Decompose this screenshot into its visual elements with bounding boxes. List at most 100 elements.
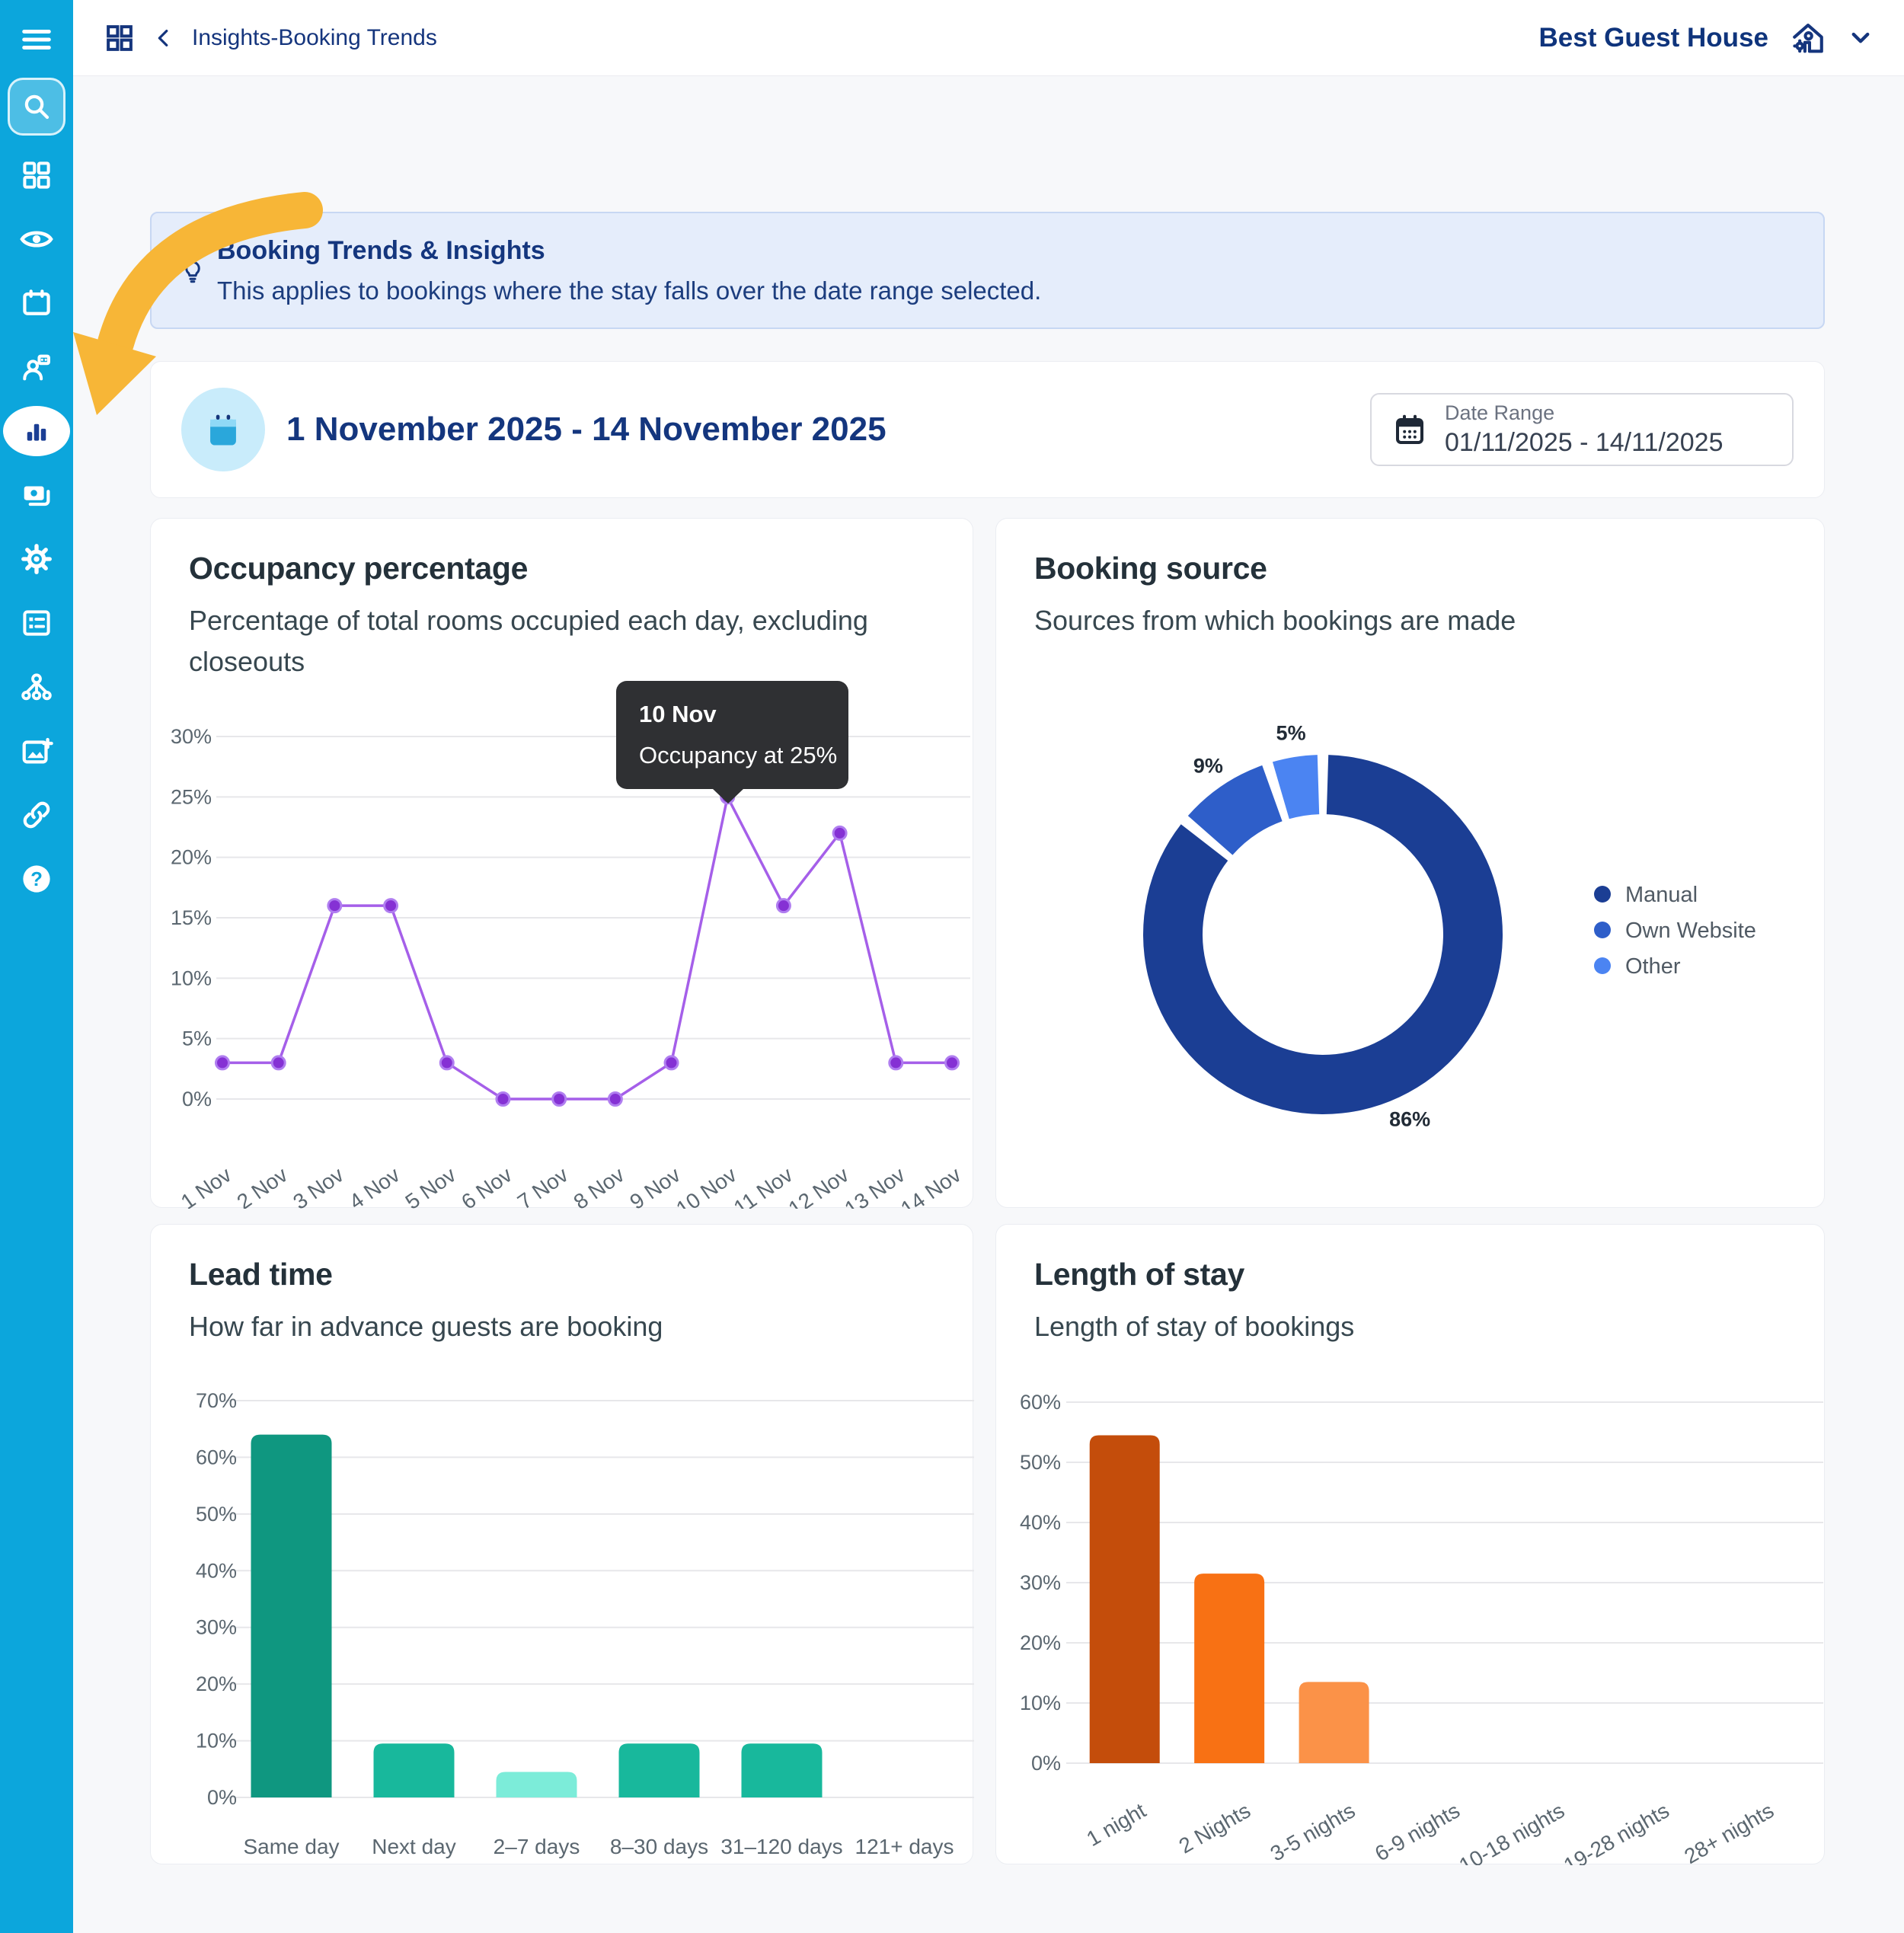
tooltip-value: Occupancy at 25% xyxy=(639,742,838,768)
svg-text:3 Nov: 3 Nov xyxy=(289,1163,348,1209)
svg-text:20%: 20% xyxy=(196,1673,237,1695)
svg-text:?: ? xyxy=(30,869,43,890)
svg-text:1 night: 1 night xyxy=(1082,1798,1149,1851)
svg-text:0%: 0% xyxy=(182,1088,212,1110)
length-of-stay-title: Length of stay xyxy=(1034,1257,1244,1292)
svg-text:5 Nov: 5 Nov xyxy=(401,1163,461,1209)
sidebar-item-dashboard[interactable] xyxy=(0,151,73,200)
svg-text:14 Nov: 14 Nov xyxy=(896,1163,965,1209)
period-title: 1 November 2025 - 14 November 2025 xyxy=(286,411,887,448)
svg-text:Next day: Next day xyxy=(372,1835,456,1858)
svg-text:25%: 25% xyxy=(171,785,212,808)
period-card: 1 November 2025 - 14 November 2025 Date … xyxy=(150,361,1825,498)
svg-text:8–30 days: 8–30 days xyxy=(610,1835,708,1858)
booking-source-donut-chart: 86% 9% 5% Manual Own Website Other xyxy=(1143,721,1756,1130)
date-range-picker[interactable]: Date Range 01/11/2025 - 14/11/2025 xyxy=(1370,393,1794,466)
lead-time-subtitle: How far in advance guests are booking xyxy=(189,1311,663,1342)
sidebar-item-view[interactable] xyxy=(0,215,73,264)
sidebar-item-insights[interactable] xyxy=(0,407,73,455)
sidebar: ? xyxy=(0,0,73,1933)
sidebar-item-search[interactable] xyxy=(0,82,73,131)
svg-text:9%: 9% xyxy=(1193,754,1223,777)
tooltip-date: 10 Nov xyxy=(639,701,717,727)
booking-source-card: Booking source Sources from which bookin… xyxy=(995,518,1825,1208)
search-icon xyxy=(24,94,50,120)
svg-text:6 Nov: 6 Nov xyxy=(457,1163,516,1209)
property-name: Best Guest House xyxy=(1538,22,1768,53)
sidebar-item-channels[interactable] xyxy=(0,663,73,711)
lead-time-bar-chart: 0% 10% 20% 30% 40% 50% 60% 70% Same day Next day 2… xyxy=(196,1389,974,1858)
search-highlight xyxy=(8,78,65,136)
svg-text:50%: 50% xyxy=(1020,1451,1061,1474)
svg-text:4 Nov: 4 Nov xyxy=(345,1163,404,1209)
calendar-bubble xyxy=(181,388,265,471)
svg-text:40%: 40% xyxy=(1020,1511,1061,1534)
info-banner: Booking Trends & Insights This applies t… xyxy=(150,212,1825,329)
svg-text:8 Nov: 8 Nov xyxy=(570,1163,629,1209)
page-title: Insights-Booking Trends xyxy=(192,24,437,50)
svg-text:Same day: Same day xyxy=(243,1835,339,1858)
booking-source-subtitle: Sources from which bookings are made xyxy=(1034,605,1516,636)
image-plus-icon xyxy=(22,737,53,764)
link-icon xyxy=(23,801,50,829)
svg-text:15%: 15% xyxy=(171,906,212,929)
banner-description: This applies to bookings where the stay … xyxy=(217,276,1042,305)
sidebar-item-forms[interactable] xyxy=(0,599,73,647)
date-range-label: Date Range xyxy=(1445,401,1555,424)
occupancy-title: Occupancy percentage xyxy=(189,551,529,586)
length-of-stay-card: Length of stay Length of stay of booking… xyxy=(995,1224,1825,1865)
svg-text:10%: 10% xyxy=(196,1730,237,1752)
svg-text:Manual: Manual xyxy=(1625,883,1698,907)
sidebar-item-calendar[interactable] xyxy=(0,279,73,327)
calendar-icon xyxy=(23,289,50,315)
apps-grid-icon[interactable] xyxy=(104,22,136,54)
svg-text:40%: 40% xyxy=(196,1559,237,1582)
occupancy-card: Occupancy percentage Percentage of total… xyxy=(150,518,973,1209)
property-selector[interactable]: Best Guest House xyxy=(1539,18,1874,58)
svg-text:2 Nights: 2 Nights xyxy=(1175,1798,1254,1858)
question-icon: ? xyxy=(23,865,50,893)
sidebar-item-help[interactable]: ? xyxy=(0,855,73,903)
svg-text:28+ nights: 28+ nights xyxy=(1680,1798,1778,1865)
blue-calendar-icon xyxy=(210,414,236,446)
svg-text:50%: 50% xyxy=(196,1503,237,1526)
top-header: Insights-Booking Trends Best Guest House xyxy=(73,0,1904,76)
sidebar-item-payments[interactable] xyxy=(0,471,73,519)
breadcrumb: Insights-Booking Trends xyxy=(104,22,437,54)
date-range-value: 01/11/2025 - 14/11/2025 xyxy=(1445,428,1724,457)
svg-text:5%: 5% xyxy=(1276,721,1306,744)
property-house-icon xyxy=(1793,23,1823,53)
svg-text:3-5 nights: 3-5 nights xyxy=(1267,1798,1359,1865)
lead-time-title: Lead time xyxy=(189,1257,333,1292)
bar-chart-icon xyxy=(27,423,46,441)
hierarchy-icon xyxy=(21,673,52,701)
sidebar-item-settings[interactable] xyxy=(0,535,73,583)
chart-tooltip: 10 Nov Occupancy at 25% xyxy=(616,681,848,804)
banner-title: Booking Trends & Insights xyxy=(217,235,545,265)
svg-text:121+ days: 121+ days xyxy=(855,1835,954,1858)
svg-text:30%: 30% xyxy=(1020,1571,1061,1594)
form-icon xyxy=(23,610,50,636)
sidebar-item-menu[interactable] xyxy=(0,15,73,64)
booking-source-title: Booking source xyxy=(1034,551,1267,586)
sidebar-item-media[interactable] xyxy=(0,727,73,775)
lightbulb-icon xyxy=(185,260,200,283)
sidebar-item-links[interactable] xyxy=(0,791,73,839)
sidebar-item-guests[interactable] xyxy=(0,343,73,391)
svg-text:31–120 days: 31–120 days xyxy=(720,1835,842,1858)
chevron-left-icon[interactable] xyxy=(152,27,175,50)
svg-text:30%: 30% xyxy=(171,725,212,748)
svg-text:86%: 86% xyxy=(1389,1107,1430,1130)
svg-text:Other: Other xyxy=(1625,954,1681,979)
svg-text:0%: 0% xyxy=(1031,1752,1061,1775)
svg-text:Own Website: Own Website xyxy=(1625,919,1756,943)
payments-icon xyxy=(24,486,50,506)
chevron-down-icon[interactable] xyxy=(1848,25,1874,51)
svg-text:6-9 nights: 6-9 nights xyxy=(1371,1798,1464,1865)
main-content: Booking Trends & Insights This applies t… xyxy=(73,76,1904,1933)
svg-text:20%: 20% xyxy=(1020,1631,1061,1654)
occupancy-subtitle: Percentage of total rooms occupied each … xyxy=(189,605,868,677)
length-of-stay-bar-chart: 0% 10% 20% 30% 40% 50% 60% 1 night 2 Nights 3-5 n… xyxy=(1020,1391,1823,1865)
svg-text:20%: 20% xyxy=(171,846,212,869)
svg-text:10-18 nights: 10-18 nights xyxy=(1455,1798,1568,1865)
